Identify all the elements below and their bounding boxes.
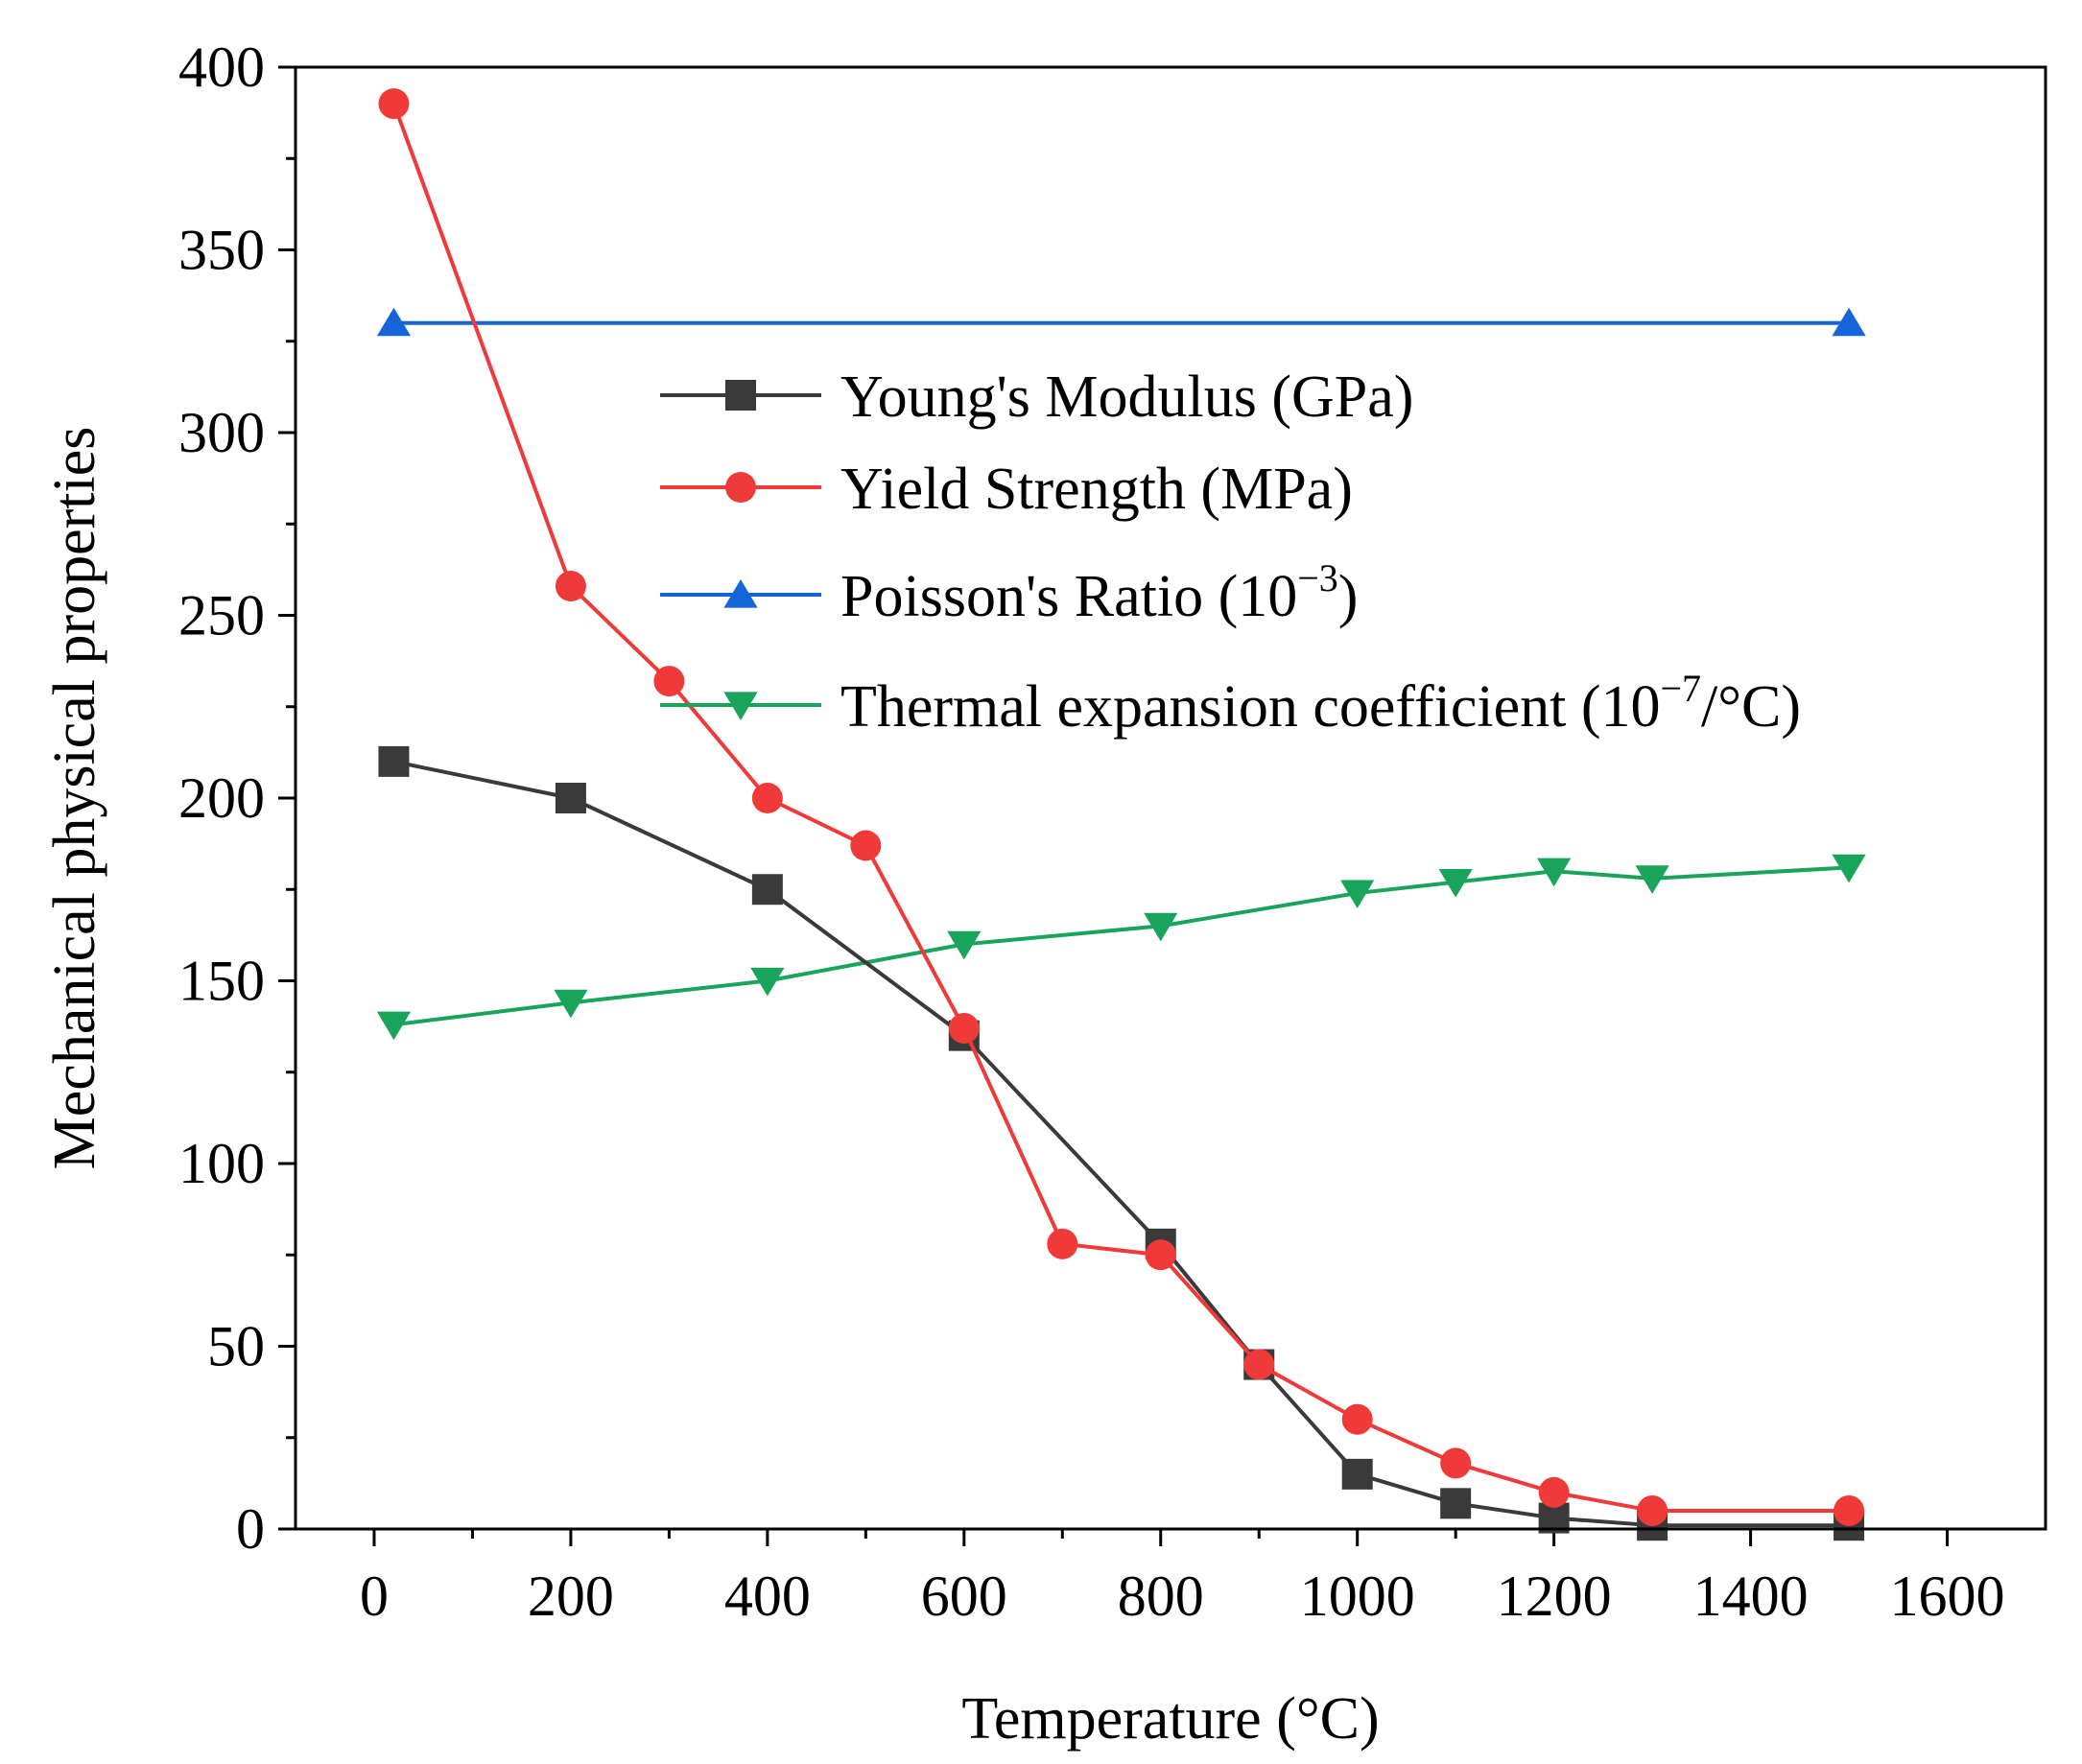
series-yield-strength-mpa — [378, 88, 1865, 1526]
x-tick-label: 1600 — [1890, 1564, 2005, 1628]
data-point — [378, 88, 410, 120]
legend-label-part: /°C) — [1701, 674, 1801, 740]
data-point — [1438, 869, 1473, 898]
data-point — [850, 830, 882, 861]
legend-label-part: Thermal expansion coefficient (10 — [840, 674, 1660, 740]
data-point — [1440, 1447, 1472, 1479]
series-line — [393, 865, 1850, 1027]
y-tick-label: 350 — [178, 219, 265, 282]
y-tick-label: 300 — [178, 401, 265, 464]
legend-label-part: Poisson's Ratio (10 — [840, 564, 1297, 629]
legend-item: Poisson's Ratio (10−3) — [660, 556, 1358, 629]
series-layer — [376, 88, 1866, 1541]
data-point — [1440, 1488, 1472, 1519]
legend-item: Young's Modulus (GPa) — [660, 365, 1413, 430]
data-point — [555, 783, 586, 813]
x-tick-label: 200 — [528, 1564, 614, 1628]
data-point — [1144, 912, 1178, 942]
y-tick-label: 250 — [178, 584, 265, 647]
legend-label: Poisson's Ratio (10−3) — [840, 556, 1358, 629]
x-tick-label: 1200 — [1497, 1564, 1612, 1628]
data-point — [1537, 858, 1572, 887]
legend-label: Yield Strength (MPa) — [840, 457, 1353, 522]
y-tick-label: 150 — [178, 950, 265, 1013]
data-point — [1635, 865, 1669, 894]
legend-label-part: ) — [1338, 564, 1359, 629]
data-point — [376, 1011, 412, 1041]
x-tick-label: 600 — [921, 1564, 1007, 1628]
data-point — [751, 783, 783, 813]
legend-marker — [725, 380, 756, 411]
legend-marker — [725, 472, 756, 503]
x-tick-label: 800 — [1118, 1564, 1204, 1628]
y-tick-label: 50 — [207, 1315, 265, 1378]
data-point — [1834, 1494, 1865, 1526]
data-point — [554, 989, 588, 1019]
data-point — [948, 1013, 980, 1045]
series-poisson-s-ratio — [376, 307, 1866, 337]
legend-marker — [723, 579, 758, 608]
data-point — [947, 930, 982, 960]
legend-label-part: Yield Strength (MPa) — [840, 457, 1353, 522]
legend-label-superscript: −7 — [1660, 667, 1701, 710]
legend-item: Thermal expansion coefficient (10−7/°C) — [660, 667, 1801, 740]
tick-layer: 0 200 400 600 800 1000 1200 1400 1600 0 50 100 150 20… — [178, 35, 2005, 1628]
data-point — [1832, 307, 1866, 337]
data-point — [1637, 1494, 1668, 1526]
x-tick-label: 0 — [360, 1564, 389, 1628]
data-point — [750, 967, 785, 997]
data-point — [378, 745, 410, 777]
data-point — [1341, 1403, 1373, 1435]
y-tick-label: 100 — [178, 1132, 265, 1195]
data-point — [653, 666, 685, 697]
data-point — [555, 571, 586, 602]
x-axis-title: Temperature (°C) — [961, 1686, 1379, 1752]
data-point — [1145, 1239, 1176, 1271]
x-tick-label: 1400 — [1693, 1564, 1809, 1628]
data-point — [1047, 1228, 1078, 1259]
legend-label: Thermal expansion coefficient (10−7/°C) — [840, 667, 1801, 740]
legend-item: Yield Strength (MPa) — [660, 457, 1353, 522]
data-point — [376, 307, 412, 337]
legend: Young's Modulus (GPa) Yield Strength (MPa… — [660, 365, 1801, 740]
y-tick-label: 400 — [178, 35, 265, 99]
legend-label-part: Young's Modulus (GPa) — [840, 365, 1413, 430]
legend-marker — [723, 692, 758, 720]
y-tick-label: 0 — [236, 1497, 265, 1561]
y-tick-label: 200 — [178, 766, 265, 830]
data-point — [1340, 880, 1375, 909]
plot-frame — [294, 65, 2047, 1531]
data-point — [1538, 1476, 1570, 1508]
series-line — [391, 103, 1850, 1513]
data-point — [1243, 1349, 1275, 1380]
series-thermal-expansion-coefficient-c — [376, 854, 1866, 1041]
y-axis-title: Mechanical physical properties — [42, 427, 107, 1170]
x-tick-label: 400 — [724, 1564, 811, 1628]
legend-label-superscript: −3 — [1297, 556, 1338, 600]
legend-label: Young's Modulus (GPa) — [840, 365, 1413, 430]
data-point — [1832, 854, 1866, 883]
data-point — [1341, 1458, 1373, 1490]
data-point — [751, 874, 783, 906]
x-tick-label: 1000 — [1300, 1564, 1415, 1628]
